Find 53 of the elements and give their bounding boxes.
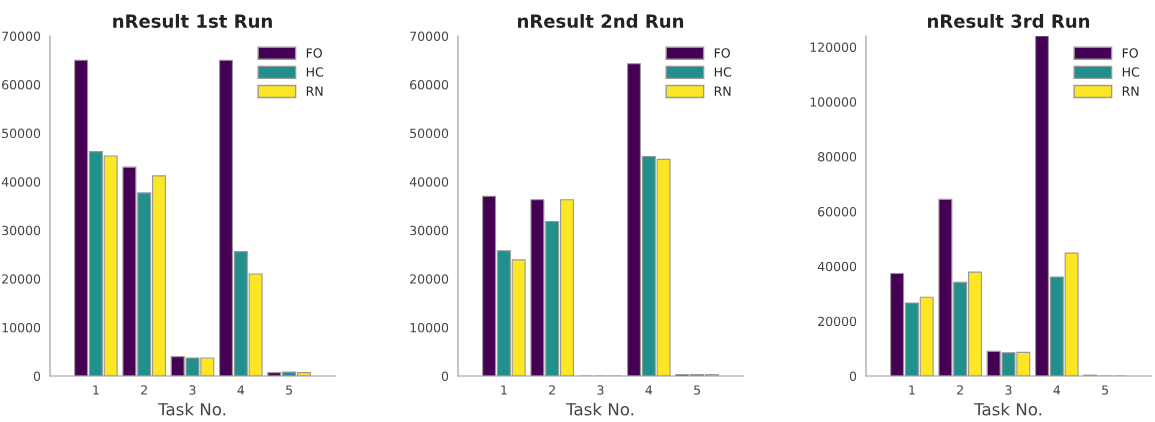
chart-title: nResult 2nd Run [518,13,684,28]
y-tick-label: 60000 [410,80,449,90]
x-tick-label: 4 [237,385,245,395]
y-tick-label: 40000 [409,177,449,187]
y-tick-label: 70000 [2,31,41,41]
y-tick-label: 20000 [818,316,857,327]
x-tick-label: 5 [1102,385,1108,395]
y-tick-label: 60000 [818,206,857,217]
x-tick-label: 3 [189,385,196,395]
y-tick-label: 20000 [2,274,41,284]
x-tick-label: 4 [645,385,653,395]
y-tick-label: 0 [849,371,857,381]
y-tick-label: 20000 [410,274,449,284]
y-tick-label: 30000 [2,225,41,236]
x-tick-label: 3 [597,385,604,395]
chart-title: nResult 3rd Run [928,13,1090,28]
legend-label: HC [306,67,324,77]
x-tick-label: 2 [957,385,963,395]
legend-label: RN [714,86,731,96]
y-tick-label: 60000 [2,80,41,90]
y-tick-label: 40000 [1,177,41,187]
legend-label: FO [1122,48,1138,58]
x-axis-title: Task No. [973,402,1042,416]
x-tick-label: 1 [909,385,915,395]
y-tick-label: 120000 [810,42,857,52]
y-tick-label: 0 [441,371,449,381]
y-tick-label: 10000 [410,322,449,333]
y-tick-label: 0 [33,371,41,381]
x-axis-title: Task No. [157,402,226,416]
legend-label: HC [1122,67,1140,77]
x-tick-label: 5 [286,385,292,395]
x-tick-label: 1 [93,385,99,395]
legend-label: RN [306,86,323,96]
legend-label: HC [714,67,732,77]
x-tick-label: 4 [1053,385,1061,395]
x-tick-label: 2 [549,385,555,395]
y-tick-label: 50000 [2,128,41,139]
y-tick-label: 30000 [410,225,449,236]
y-tick-label: 10000 [2,322,41,333]
legend-label: FO [306,48,322,58]
y-tick-label: 40000 [817,261,857,272]
x-tick-label: 2 [141,385,147,395]
chart-title: nResult 1st Run [113,13,272,28]
y-tick-label: 80000 [818,152,857,162]
y-tick-label: 70000 [410,31,449,41]
y-tick-label: 50000 [410,128,449,139]
legend-label: RN [1122,86,1139,96]
x-tick-label: 1 [501,385,507,395]
x-tick-label: 5 [694,385,700,395]
x-tick-label: 3 [1005,385,1012,395]
y-tick-label: 100000 [810,97,857,107]
x-axis-title: Task No. [565,402,634,416]
legend-label: FO [714,48,730,58]
